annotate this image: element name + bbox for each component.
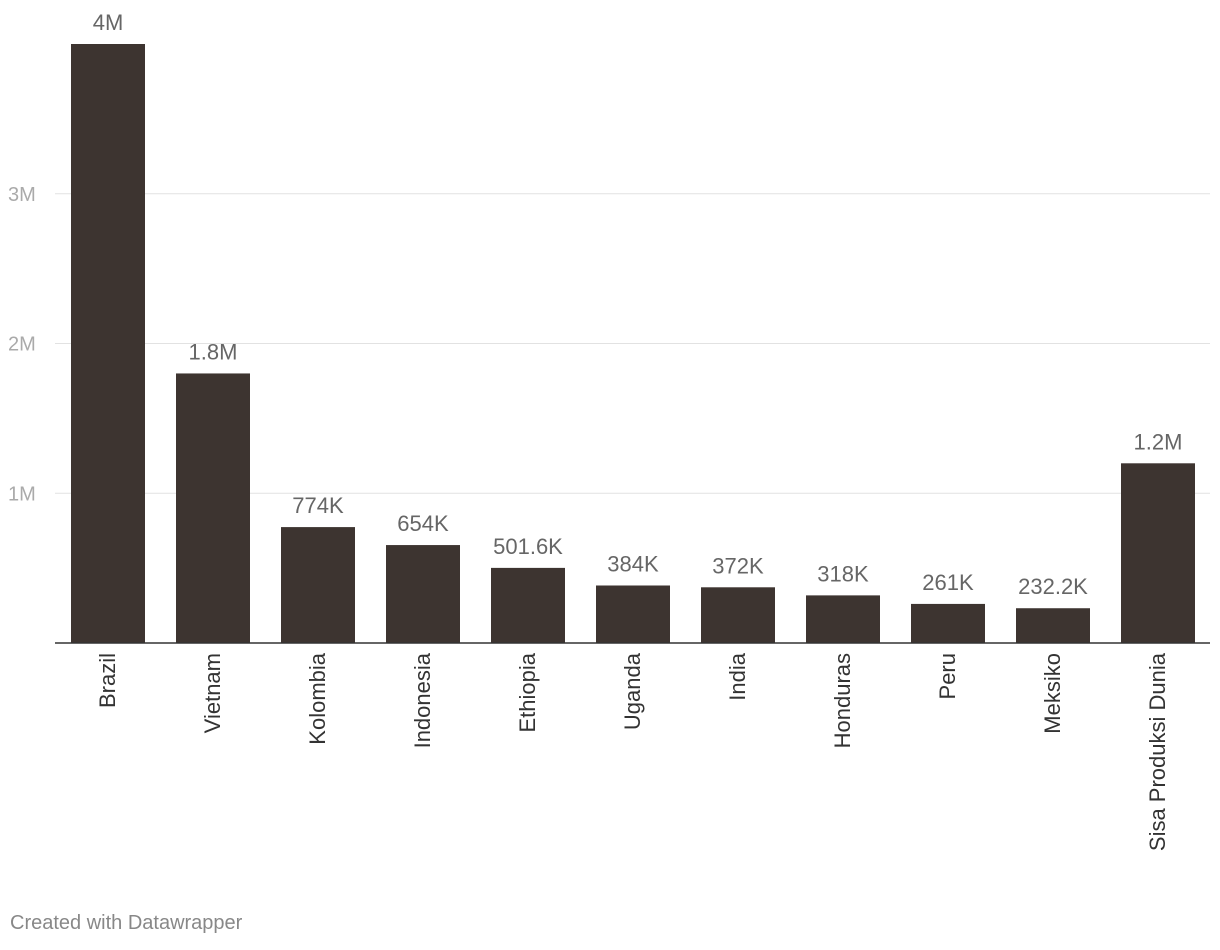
- data-label: 1.2M: [1134, 429, 1183, 454]
- bar: [386, 545, 460, 643]
- x-tick-label: Honduras: [830, 653, 855, 748]
- data-label: 654K: [397, 511, 449, 536]
- x-tick-label: Meksiko: [1040, 653, 1065, 734]
- x-tick-label: Brazil: [95, 653, 120, 708]
- bar: [1121, 463, 1195, 643]
- x-tick-label: Sisa Produksi Dunia: [1145, 652, 1170, 851]
- x-tick-label: India: [725, 652, 750, 700]
- chart-credit: Created with Datawrapper: [10, 912, 243, 934]
- bar: [491, 567, 565, 643]
- bar: [911, 603, 985, 643]
- bar: [176, 373, 250, 643]
- data-label: 774K: [292, 493, 344, 518]
- bar: [1016, 608, 1090, 643]
- data-label: 384K: [607, 551, 659, 576]
- x-tick-label: Kolombia: [305, 652, 330, 744]
- value-labels: 4M 1.8M 774K 654K 501.6K 384K 372K 318K 261K 232.…: [93, 10, 1183, 599]
- bars: [71, 44, 1195, 643]
- bar: [596, 585, 670, 643]
- data-label: 232.2K: [1018, 574, 1088, 599]
- data-label: 4M: [93, 10, 124, 35]
- x-tick-label: Ethiopia: [515, 652, 540, 732]
- data-label: 261K: [922, 570, 974, 595]
- y-tick-label: 2M: [8, 334, 36, 356]
- x-tick-label: Uganda: [620, 652, 645, 730]
- y-tick-label: 1M: [8, 483, 36, 505]
- gridlines: 1M 2M 3M: [8, 184, 1210, 505]
- x-tick-label: Vietnam: [200, 653, 225, 733]
- bar: [701, 587, 775, 643]
- bar: [806, 595, 880, 643]
- x-tick-label: Peru: [935, 653, 960, 699]
- bar: [71, 44, 145, 643]
- data-label: 501.6K: [493, 534, 563, 559]
- data-label: 372K: [712, 553, 764, 578]
- x-tick-labels: Brazil Vietnam Kolombia Indonesia Ethiopia Ug…: [95, 652, 1170, 851]
- bar: [281, 527, 355, 643]
- data-label: 318K: [817, 561, 869, 586]
- y-tick-label: 3M: [8, 184, 36, 206]
- x-tick-label: Indonesia: [410, 652, 435, 748]
- data-label: 1.8M: [189, 339, 238, 364]
